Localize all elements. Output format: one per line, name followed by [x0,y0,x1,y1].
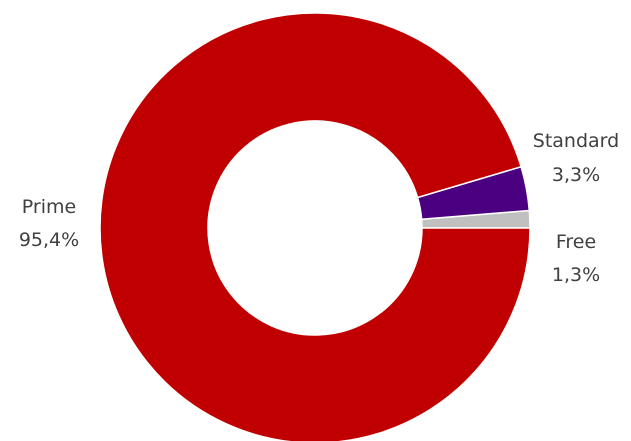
value-label-standard: 3,3% [552,164,600,186]
value-label-free: 1,3% [552,264,600,286]
category-label-standard: Standard [533,130,619,152]
category-label-prime: Prime [22,196,76,218]
value-label-prime: 95,4% [19,229,79,251]
category-label-free: Free [556,231,596,253]
donut-slices [99,12,531,441]
slice-prime [99,12,531,441]
